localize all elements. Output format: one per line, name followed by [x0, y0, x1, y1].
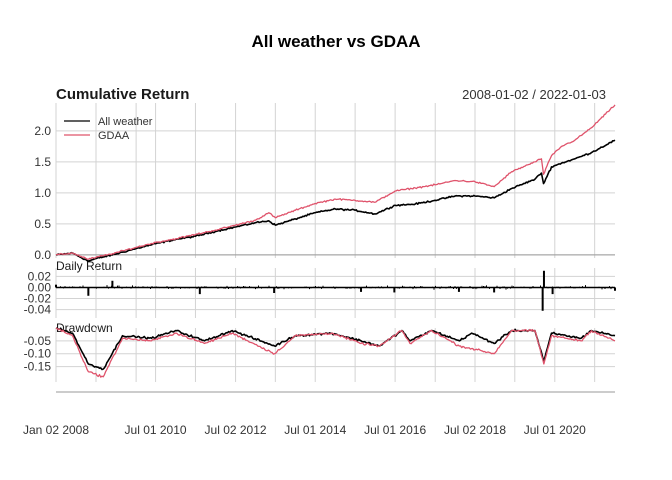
date-range-label: 2008-01-02 / 2022-01-03: [462, 87, 606, 102]
panel-title-daily-return: Daily Return: [56, 259, 122, 273]
legend-label-gdaa: GDAA: [98, 130, 130, 142]
series-line-gdaa: [55, 104, 616, 260]
panel-title-drawdown: Drawdown: [56, 321, 113, 335]
y-tick-label: -0.05: [24, 334, 52, 348]
y-tick-label: 0.00: [28, 280, 52, 294]
x-tick-label: Jul 01 2010: [125, 423, 187, 437]
chart-title: All weather vs GDAA: [251, 32, 420, 51]
y-tick-label: -0.10: [24, 347, 52, 361]
x-tick-label: Jul 01 2020: [524, 423, 586, 437]
x-tick-label: Jul 02 2012: [205, 423, 267, 437]
y-tick-label: -0.02: [24, 292, 52, 306]
panel-1: 0.0 0.5 1.0 1.5 2.0: [34, 103, 616, 262]
panel-2: -0.04-0.020.000.02: [24, 268, 616, 318]
series-line-gdaa: [55, 327, 616, 378]
x-tick-label: Jul 01 2014: [284, 423, 346, 437]
panel-title-cumulative: Cumulative Return: [56, 86, 189, 103]
legend-label-all-weather: All weather: [98, 116, 153, 128]
y-tick-label: 0.02: [28, 269, 52, 283]
x-axis-tick-labels: Jan 02 2008 Jul 01 2010 Jul 02 2012 Jul 01 …: [23, 391, 615, 437]
x-tick-label: Jul 01 2016: [364, 423, 426, 437]
chart-panels: 0.00.51.01.52.0-0.04-0.020.000.02-0.05-0…: [24, 103, 616, 382]
x-tick-label: Jan 02 2008: [23, 423, 89, 437]
y-tick-label: 0.5: [34, 217, 51, 231]
y-tick-label: 1.0: [34, 186, 51, 200]
y-tick-label: -0.15: [24, 360, 52, 374]
panel-3: -0.05-0.10-0.15: [24, 327, 616, 382]
y-tick-label: 0.0: [34, 248, 51, 262]
series-line-all-weather: [55, 139, 616, 262]
y-tick-label: 2.0: [34, 124, 51, 138]
legend: All weather GDAA: [64, 116, 153, 142]
x-tick-label: Jul 02 2018: [444, 423, 506, 437]
y-tick-label: -0.04: [24, 303, 52, 317]
y-tick-label: 1.5: [34, 155, 51, 169]
